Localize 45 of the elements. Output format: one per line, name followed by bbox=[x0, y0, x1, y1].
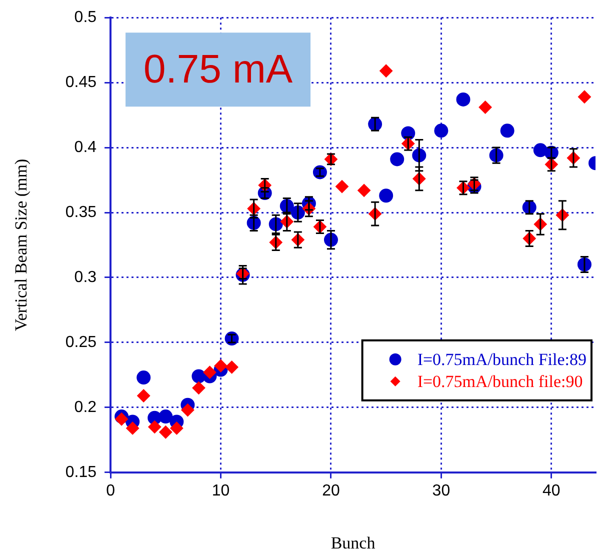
point bbox=[136, 370, 151, 385]
point bbox=[148, 420, 162, 434]
point bbox=[312, 165, 327, 180]
point bbox=[192, 381, 206, 394]
point bbox=[578, 90, 591, 104]
x-tick-label: 40 bbox=[542, 482, 560, 500]
y-tick-label: 0.4 bbox=[74, 138, 97, 156]
point bbox=[336, 180, 348, 194]
point bbox=[115, 412, 128, 426]
point bbox=[434, 124, 448, 138]
y-tick-label: 0.15 bbox=[65, 464, 97, 481]
point bbox=[225, 360, 238, 374]
point bbox=[456, 92, 470, 106]
x-tick-label: 0 bbox=[106, 482, 116, 500]
point bbox=[170, 422, 184, 435]
legend-label: I=0.75mA/bunch File:89 bbox=[417, 350, 586, 369]
y-tick-label: 0.5 bbox=[74, 9, 97, 26]
y-tick-label: 0.3 bbox=[74, 268, 97, 286]
point bbox=[544, 146, 558, 160]
y-tick-label: 0.25 bbox=[65, 334, 97, 351]
point bbox=[158, 410, 173, 424]
point bbox=[380, 64, 393, 78]
x-axis-title: Bunch bbox=[330, 533, 376, 552]
point bbox=[181, 404, 194, 417]
point bbox=[478, 100, 492, 114]
annotation: 0.75 mA bbox=[144, 48, 293, 92]
point bbox=[137, 389, 150, 402]
legend-label: I=0.75mA/bunch file:90 bbox=[417, 372, 583, 391]
point bbox=[214, 359, 228, 372]
point bbox=[203, 366, 216, 379]
point bbox=[500, 124, 514, 138]
point bbox=[390, 152, 404, 166]
y-tick-label: 0.45 bbox=[65, 74, 97, 91]
point bbox=[379, 188, 394, 203]
x-tick-label: 30 bbox=[432, 482, 450, 500]
point bbox=[159, 426, 172, 439]
point bbox=[224, 332, 239, 346]
x-tick-label: 10 bbox=[212, 482, 230, 500]
point bbox=[533, 143, 548, 158]
y-tick-label: 0.2 bbox=[74, 398, 97, 416]
point bbox=[126, 422, 140, 435]
x-tick-label: 20 bbox=[322, 482, 340, 500]
y-axis-title: Vertical Beam Size (mm) bbox=[12, 158, 31, 332]
point bbox=[358, 184, 371, 197]
y-tick-label: 0.35 bbox=[65, 204, 97, 221]
